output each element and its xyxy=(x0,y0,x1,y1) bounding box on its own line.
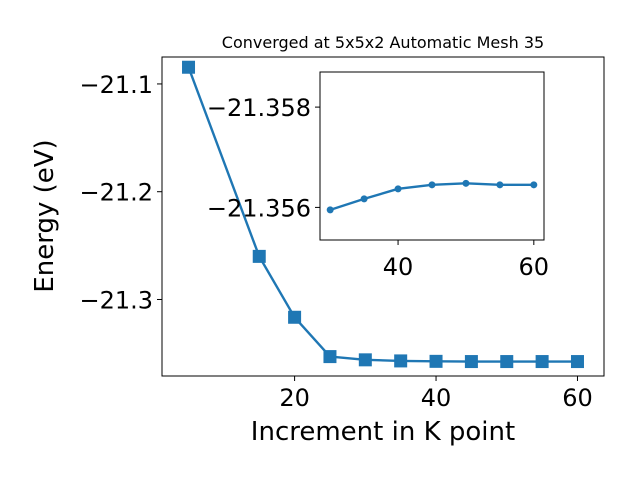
main-x-tick-label: 60 xyxy=(562,384,593,412)
main-axes: Converged at 5x5x2 Automatic Mesh 35 20 4… xyxy=(30,33,605,447)
inset-data-point xyxy=(326,206,334,214)
inset-x-ticks: 40 60 xyxy=(383,240,549,281)
main-data-point xyxy=(323,350,337,364)
inset-data-point xyxy=(428,181,436,189)
y-axis-label: Energy (eV) xyxy=(30,139,60,292)
main-data-point xyxy=(464,355,478,369)
main-data-point xyxy=(182,60,196,74)
main-plot-area xyxy=(182,60,584,369)
inset-data-point xyxy=(530,181,538,189)
main-data-point xyxy=(535,355,549,369)
main-y-tick-label: −21.2 xyxy=(79,179,153,207)
main-data-point xyxy=(500,355,514,369)
inset-axes: 40 60 −21.358 −21.356 xyxy=(207,71,549,281)
inset-data-point xyxy=(496,181,504,189)
main-data-point xyxy=(252,249,266,263)
inset-y-tick-label: −21.358 xyxy=(207,94,311,122)
x-axis-label: Increment in K point xyxy=(251,417,515,447)
inset-plot-area xyxy=(326,179,538,214)
inset-x-tick-label: 40 xyxy=(383,253,414,281)
inset-y-ticks: −21.358 −21.356 xyxy=(207,94,320,222)
main-x-ticks: 20 40 60 xyxy=(279,376,593,412)
inset-x-tick-label: 60 xyxy=(519,253,550,281)
main-y-tick-label: −21.3 xyxy=(79,286,153,314)
main-data-point xyxy=(288,310,302,324)
inset-plot-frame xyxy=(319,71,545,241)
inset-data-point xyxy=(462,179,470,187)
main-plot-frame xyxy=(161,56,605,377)
main-data-point xyxy=(358,353,372,367)
main-data-point xyxy=(394,354,408,368)
inset-y-tick-label: −21.356 xyxy=(207,194,311,222)
inset-data-point xyxy=(394,185,402,193)
main-y-tick-label: −21.1 xyxy=(79,71,153,99)
inset-background xyxy=(320,72,544,240)
main-y-ticks: −21.1 −21.2 −21.3 xyxy=(79,71,162,314)
inset-data-point xyxy=(360,195,368,203)
main-data-point xyxy=(429,354,443,368)
main-data-point xyxy=(570,355,584,369)
chart-title: Converged at 5x5x2 Automatic Mesh 35 xyxy=(222,33,544,52)
main-x-tick-label: 20 xyxy=(279,384,310,412)
main-x-tick-label: 40 xyxy=(421,384,452,412)
